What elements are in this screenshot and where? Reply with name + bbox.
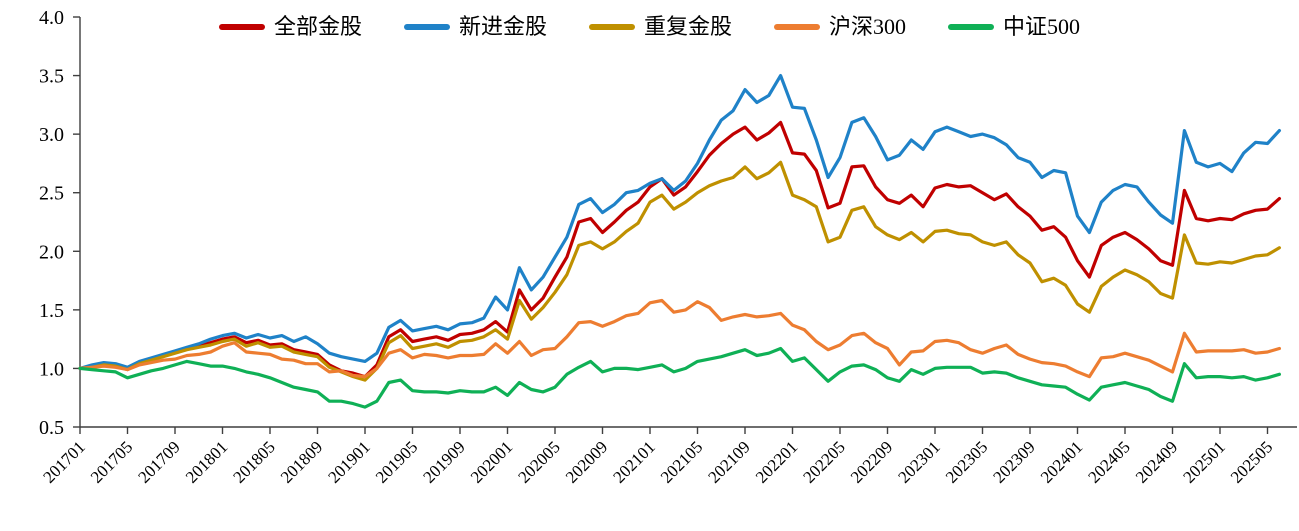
x-tick-label: 202405: [1084, 437, 1133, 486]
x-tick-label: 201809: [277, 437, 326, 486]
series-line-1: [78, 73, 1282, 370]
x-tick-label: 202309: [989, 437, 1038, 486]
x-tick-label: 202009: [562, 437, 611, 486]
x-tick-label: 201705: [87, 437, 136, 486]
x-tick-label: 202209: [847, 437, 896, 486]
x-tick-label: 202001: [467, 437, 516, 486]
x-tick-label: 202401: [1037, 437, 1086, 486]
x-tick-label: 202205: [799, 437, 848, 486]
x-tick-label: 202005: [514, 437, 563, 486]
y-tick-label: 3.0: [39, 124, 64, 146]
x-tick-label: 201701: [39, 437, 88, 486]
x-tick-label: 202501: [1179, 437, 1228, 486]
series-line-2: [78, 160, 1282, 382]
y-tick-label: 2.5: [39, 183, 64, 205]
x-tick-label: 202109: [704, 437, 753, 486]
x-tick-label: 201901: [324, 437, 373, 486]
y-tick-label: 3.5: [39, 66, 64, 88]
x-tick-label: 201909: [419, 437, 468, 486]
x-tick-label: 201805: [229, 437, 278, 486]
x-tick-label: 202201: [752, 437, 801, 486]
x-tick-label: 202409: [1132, 437, 1181, 486]
y-tick-label: 0.5: [39, 417, 64, 439]
x-tick-label: 202305: [942, 437, 991, 486]
y-tick-label: 1.0: [39, 358, 64, 380]
series-line-4: [78, 346, 1282, 409]
x-tick-label: 202101: [609, 437, 658, 486]
x-tick-label: 202505: [1227, 437, 1276, 486]
y-tick-label: 4.0: [39, 7, 64, 29]
y-tick-label: 1.5: [39, 300, 64, 322]
x-tick-label: 202301: [894, 437, 943, 486]
series-line-0: [78, 120, 1282, 379]
y-tick-label: 2.0: [39, 241, 64, 263]
x-tick-label: 201905: [372, 437, 421, 486]
x-tick-label: 201801: [182, 437, 231, 486]
x-tick-label: 201709: [134, 437, 183, 486]
x-tick-label: 202105: [657, 437, 706, 486]
series-line-3: [78, 298, 1282, 379]
